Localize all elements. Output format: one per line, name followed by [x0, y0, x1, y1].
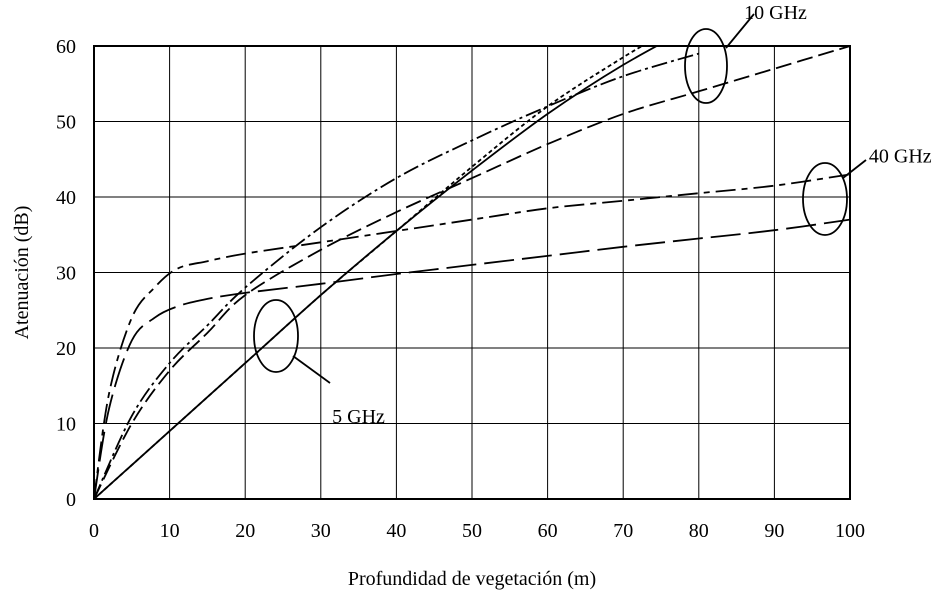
series-line-2 — [94, 46, 644, 499]
series-line-4 — [94, 46, 850, 499]
y-tick-label: 20 — [56, 338, 76, 360]
x-tick-label: 90 — [764, 520, 784, 542]
tick-labels: 0 10 20 30 40 50 60 70 80 90 100 0 10 20 30 40 50 60 — [56, 36, 865, 542]
y-tick-label: 50 — [56, 112, 76, 134]
y-axis-title: Atenuación (dB) — [11, 206, 33, 340]
x-tick-label: 10 — [160, 520, 180, 542]
y-tick-label: 40 — [56, 187, 76, 209]
annotations: 5 GHz 10 GHz 40 GHz — [253, 2, 932, 428]
series-line-6 — [94, 218, 850, 499]
annotation-ellipse-40ghz — [802, 162, 848, 236]
y-tick-label: 60 — [56, 36, 76, 58]
x-tick-label: 0 — [89, 520, 99, 542]
annotation-ellipse-10ghz — [684, 28, 728, 104]
series-group — [94, 46, 850, 499]
grid — [93, 45, 851, 500]
x-tick-label: 70 — [613, 520, 633, 542]
series-line-5 — [94, 173, 850, 499]
x-tick-label: 40 — [386, 520, 406, 542]
series-line-3 — [94, 52, 700, 499]
x-tick-label: 60 — [538, 520, 558, 542]
annotation-leader-40ghz — [842, 159, 867, 179]
annotation-label: 5 GHz — [332, 406, 385, 428]
x-tick-label: 50 — [462, 520, 482, 542]
annotation-label: 40 GHz — [869, 145, 932, 167]
annotation-leader-5ghz — [292, 355, 331, 384]
annotation-label: 10 GHz — [744, 2, 807, 24]
x-tick-label: 20 — [235, 520, 255, 542]
x-tick-label: 100 — [835, 520, 865, 542]
x-tick-label: 30 — [311, 520, 331, 542]
annotation-leader-10ghz — [725, 13, 755, 49]
y-tick-label: 10 — [56, 414, 76, 436]
x-axis-title: Profundidad de vegetación (m) — [348, 568, 596, 590]
y-tick-label: 0 — [66, 489, 76, 511]
annotation-ellipse-5ghz — [253, 299, 299, 373]
plot-frame — [93, 45, 851, 500]
x-tick-label: 80 — [689, 520, 709, 542]
y-tick-label: 30 — [56, 263, 76, 285]
